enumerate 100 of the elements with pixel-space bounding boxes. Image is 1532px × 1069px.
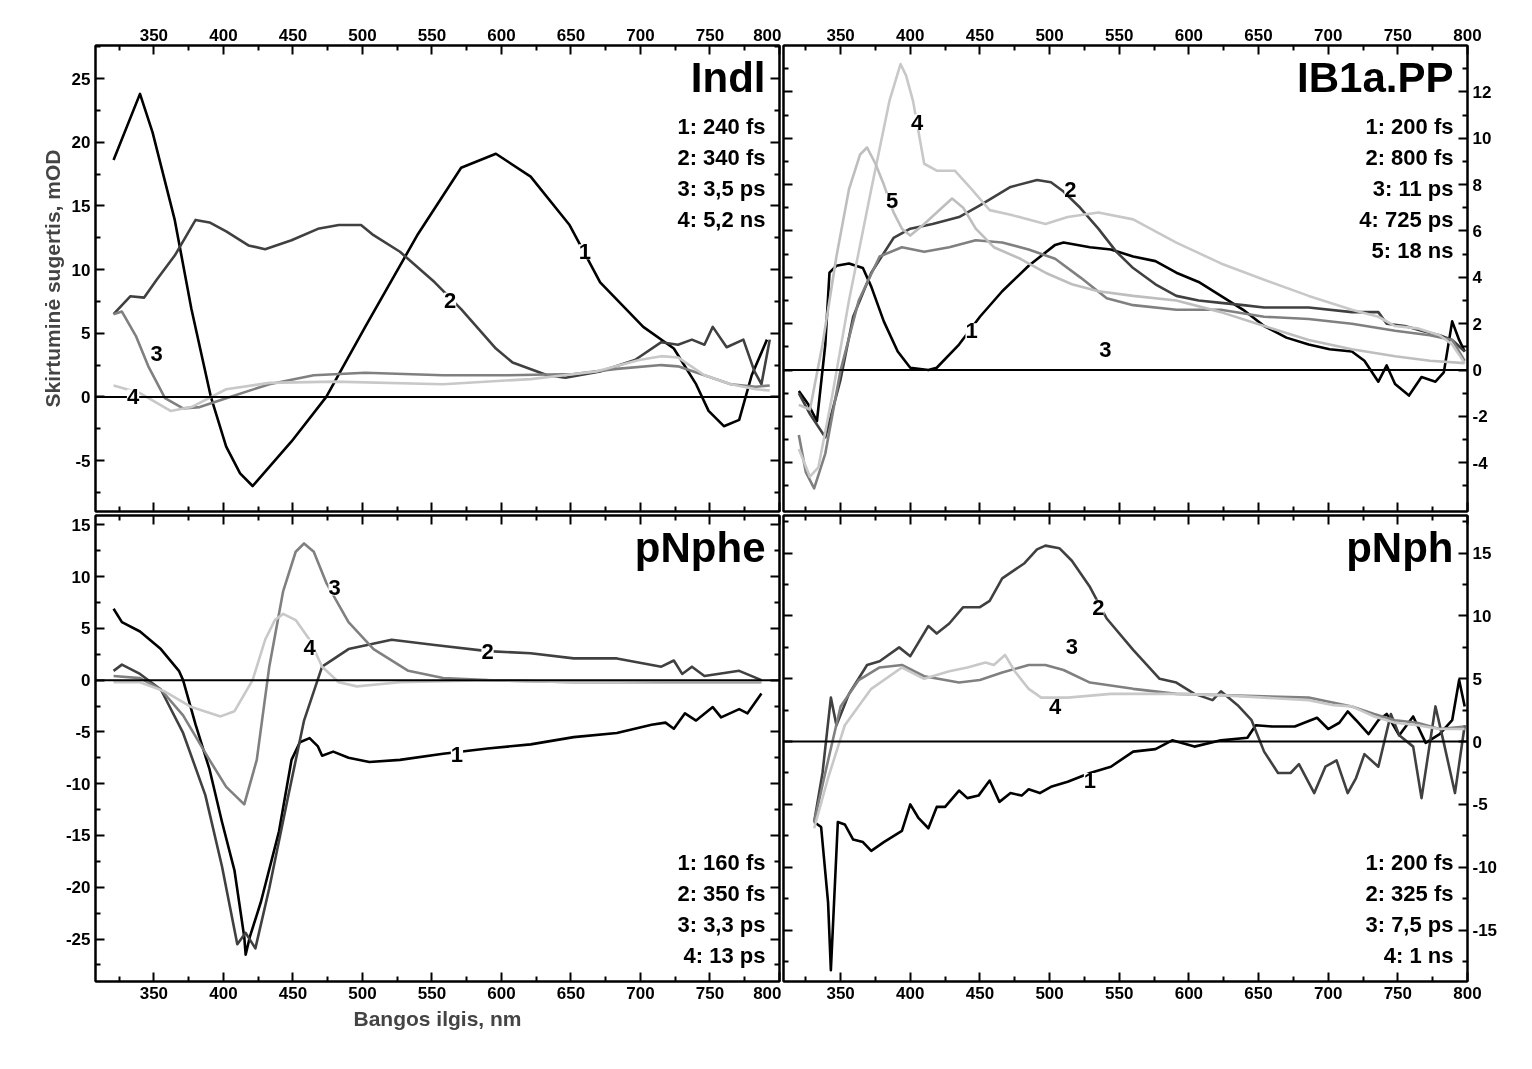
y-tick-label: -25 (65, 930, 91, 950)
annotation: 2 (443, 287, 457, 313)
x-tick-label: 550 (417, 983, 447, 1003)
x-tick-label: 400 (209, 25, 238, 45)
y-tick-label: -5 (75, 451, 91, 471)
x-tick-label: 450 (278, 25, 308, 45)
y-tick-label: 15 (71, 196, 91, 216)
x-tick-label: 800 (753, 25, 782, 45)
x-tick-label: 700 (1314, 983, 1343, 1003)
y-tick-label: -2 (1472, 407, 1488, 427)
y-tick-label: 20 (71, 133, 91, 153)
annotation: 4 (303, 634, 317, 660)
y-tick-label: 10 (1472, 129, 1492, 149)
y-tick-label: 5 (81, 619, 91, 639)
y-tick-label: -5 (1472, 795, 1488, 815)
annotation: 1 (578, 239, 591, 265)
annotation: 3: 7,5 ps (1365, 911, 1454, 937)
x-tick-label: 750 (1383, 983, 1413, 1003)
x-tick-label: 750 (695, 25, 725, 45)
x-tick-label: 600 (487, 25, 516, 45)
annotation: 1 (1083, 768, 1097, 794)
x-tick-label: 700 (626, 983, 655, 1003)
annotation: 2 (1092, 594, 1105, 620)
y-tick-label: 5 (1472, 669, 1482, 689)
annotation: 3 (1065, 633, 1078, 659)
x-tick-label: 400 (896, 25, 925, 45)
y-tick-label: 0 (81, 387, 91, 407)
annotation: 4: 5,2 ns (677, 206, 766, 232)
annotation: 1 (965, 318, 978, 344)
x-tick-label: 750 (695, 983, 725, 1003)
y-tick-label: 10 (71, 260, 91, 280)
x-tick-label: 650 (556, 983, 586, 1003)
x-tick-label: 550 (1105, 25, 1134, 45)
x-tick-label: 800 (753, 983, 782, 1003)
annotation: 2 (481, 638, 494, 664)
x-tick-label: 700 (626, 25, 655, 45)
x-tick-label: 700 (1314, 25, 1343, 45)
annotation: 3 (1099, 336, 1112, 362)
annotation: 1: 240 fs (677, 113, 766, 139)
x-tick-label: 750 (1383, 25, 1413, 45)
y-tick-label: -15 (1472, 921, 1498, 940)
x-tick-label: 350 (826, 25, 855, 45)
x-tick-label: 600 (1174, 983, 1204, 1003)
chart-title: pNph (1346, 523, 1454, 571)
x-axis-title: Bangos ilgis, nm (353, 1006, 522, 1030)
annotation: 3: 3,3 ps (677, 911, 766, 937)
y-tick-label: 0 (81, 671, 91, 691)
annotation: 2: 350 fs (677, 880, 766, 906)
annotation: 1: 160 fs (677, 849, 766, 875)
annotation: 1 (450, 742, 464, 768)
y-tick-label: 15 (71, 515, 91, 535)
annotation: 1: 200 fs (1365, 849, 1454, 875)
x-tick-label: 500 (1035, 25, 1064, 45)
y-tick-label: -20 (65, 878, 91, 898)
annotation: 1: 200 fs (1365, 113, 1454, 139)
y-tick-label: -15 (65, 826, 91, 846)
y-tick-label: 0 (1472, 361, 1482, 381)
y-tick-label: 2 (1472, 314, 1482, 334)
y-tick-label: 25 (71, 69, 91, 89)
annotation: 4 (1049, 693, 1063, 719)
y-tick-label: 10 (71, 567, 91, 587)
x-tick-label: 800 (1453, 25, 1482, 45)
x-tick-label: 450 (965, 983, 995, 1003)
x-tick-label: 550 (417, 25, 447, 45)
x-tick-label: 600 (487, 983, 516, 1003)
x-tick-label: 500 (1035, 983, 1064, 1003)
annotation: 4 (911, 109, 925, 135)
chart-title: Indl (690, 53, 766, 101)
annotation: 2 (1064, 176, 1077, 202)
y-tick-label: 10 (1472, 606, 1492, 626)
x-tick-label: 650 (556, 25, 586, 45)
y-tick-label: 6 (1472, 221, 1482, 241)
annotation: 3 (328, 575, 341, 601)
annotation: 2: 325 fs (1365, 880, 1454, 906)
x-tick-label: 400 (896, 983, 925, 1003)
x-tick-label: 450 (278, 983, 308, 1003)
x-tick-label: 500 (348, 25, 377, 45)
annotation: 2: 340 fs (677, 144, 766, 170)
annotation: 3: 11 ps (1372, 175, 1454, 201)
annotation: 4: 13 ps (683, 942, 766, 968)
chart-title: pNphe (634, 523, 766, 571)
y-tick-label: -10 (65, 774, 91, 794)
y-tick-label: 5 (81, 324, 91, 344)
y-tick-label: -10 (1472, 858, 1498, 878)
annotation: 5 (886, 188, 899, 214)
x-tick-label: 450 (965, 25, 995, 45)
x-tick-label: 350 (826, 983, 855, 1003)
annotation: 3: 3,5 ps (677, 175, 766, 201)
x-tick-label: 350 (139, 983, 169, 1003)
chart-title: IB1a.PP (1297, 53, 1454, 101)
x-tick-label: 400 (209, 983, 238, 1003)
y-axis-title: Skirtuminė sugertis, mOD (40, 149, 64, 408)
y-tick-label: -5 (75, 722, 91, 742)
x-tick-label: 800 (1453, 983, 1482, 1003)
y-tick-label: -4 (1472, 453, 1489, 473)
y-tick-label: 8 (1472, 175, 1482, 195)
x-tick-label: 550 (1105, 983, 1134, 1003)
annotation: 4 (126, 384, 140, 410)
x-tick-label: 650 (1244, 25, 1273, 45)
y-tick-label: 12 (1472, 82, 1492, 102)
